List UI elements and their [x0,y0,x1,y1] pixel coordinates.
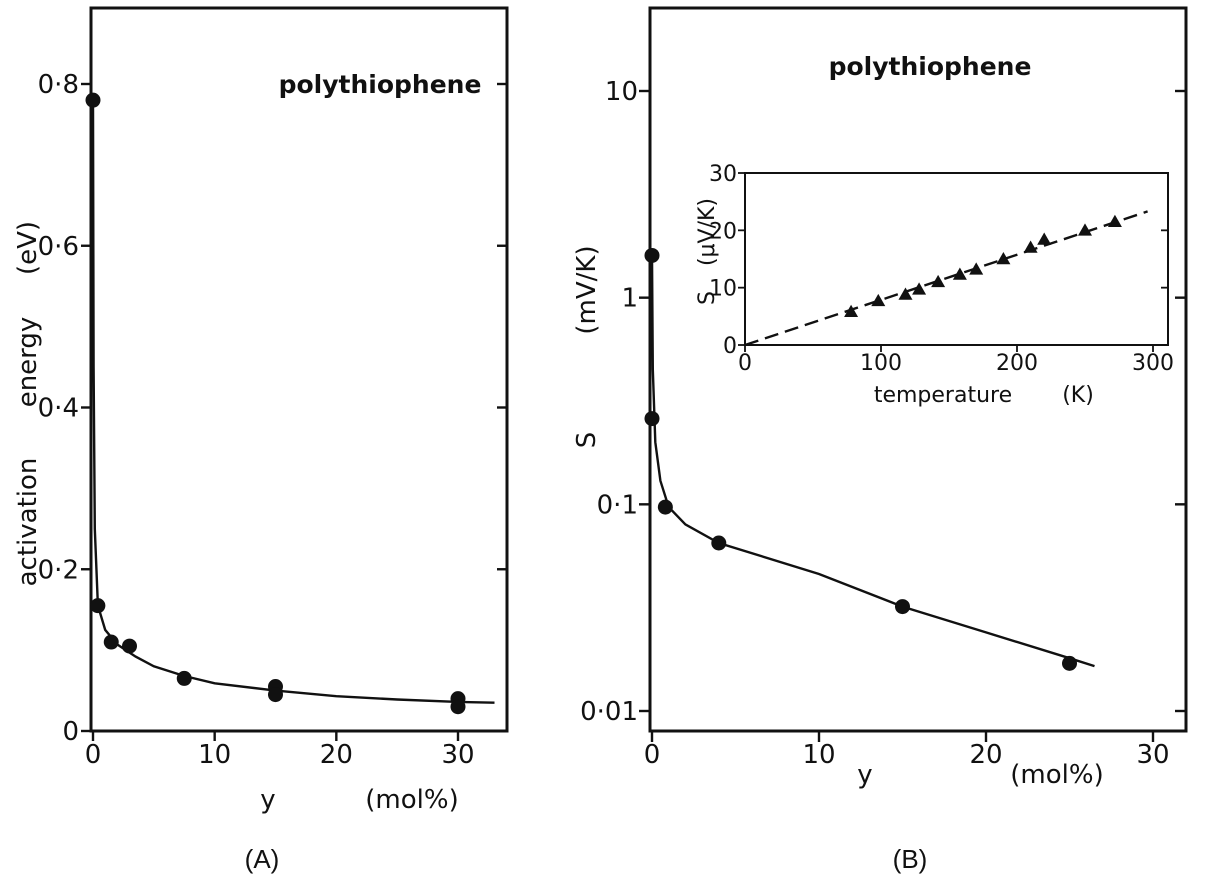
panel-a: 0 10 20 30 0 0·2 0·4 0·6 0·8 polythiophene y (mo… [13,6,509,874]
inset-points [844,214,1122,317]
panel-b-yunit: (mV/K) [572,245,602,334]
panel-a-ylabel-energy: energy [13,317,43,408]
y-tick-label: 20 [709,219,737,244]
data-point [644,411,660,427]
data-point [122,638,137,654]
panel-b-points [644,247,1077,671]
data-point-triangle [1078,223,1092,236]
panel-a-xunit: (mol%) [365,785,458,815]
panel-a-ylabel-activation: activation [13,458,43,587]
panel-b-ticks: 0 10 20 30 0·01 0·1 1 10 [580,77,1186,770]
x-tick-label: 20 [320,740,353,770]
panel-b-frame [648,6,1188,733]
fit-curve-line [650,255,1095,668]
x-tick-label: 0 [644,740,661,770]
panel-b-xunit: (mol%) [1010,760,1103,790]
inset-xunit: (K) [1062,383,1094,408]
data-point [90,598,106,614]
x-tick-label: 300 [1132,351,1174,376]
y-tick-label: 0·4 [38,394,79,424]
panel-a-fit-curve [91,100,495,704]
x-tick-label: 0 [738,351,752,376]
panel-a-title: polythiophene [279,70,482,99]
data-point [85,92,101,108]
x-tick-label: 30 [1136,740,1169,770]
panel-b-fit-curve [650,255,1095,668]
panel-b-ylabel: S [572,432,602,449]
data-point-triangle [912,282,927,295]
x-tick-label: 10 [802,740,835,770]
inset-ylabel: S [695,291,720,305]
data-point [103,634,119,650]
panel-a-ylabel-unit: (eV) [13,221,43,275]
panel-b-caption: (B) [893,844,928,874]
x-tick-label: 20 [969,740,1002,770]
data-point [176,670,192,686]
data-point-triangle [844,304,859,317]
inset-xlabel: temperature [874,383,1012,408]
x-tick-label: 200 [996,351,1038,376]
panel-b-title: polythiophene [829,52,1032,81]
y-tick-label: 0·6 [38,232,79,262]
y-tick-label: 10 [605,77,638,107]
data-point [644,247,660,263]
data-point [1062,655,1077,671]
y-tick-label: 1 [621,284,638,314]
panel-b: 0 10 20 30 0·01 0·1 1 10 polythiophene y (mol%)… [572,6,1188,874]
fit-line-dashed [744,210,1148,347]
y-tick-label: 0·8 [38,70,79,100]
data-point-triangle [1037,232,1052,245]
y-tick-label: 0·1 [597,490,638,520]
data-point-triangle [898,287,913,300]
data-point-triangle [931,274,946,288]
panel-a-caption: (A) [245,844,280,874]
inset-fit-line [744,210,1148,347]
data-point [450,699,466,715]
y-tick-label: 0·01 [580,697,638,727]
data-point-triangle [996,252,1011,265]
y-tick-label: 0 [723,334,737,359]
x-tick-label: 10 [198,740,231,770]
y-tick-label: 0·2 [38,555,79,585]
data-point-triangle [969,262,984,275]
data-point [268,687,283,703]
inset-yunit: (μV/K) [695,198,720,266]
panel-a-ticks: 0 10 20 30 0 0·2 0·4 0·6 0·8 [38,70,507,770]
fit-curve-line [91,100,495,704]
inset-chart: 0 100 200 300 0 10 20 30 temperature (K) S (μV/… [695,162,1174,408]
inset-frame [744,172,1169,346]
data-point [895,599,910,615]
data-point [711,535,727,551]
panel-b-xlabel: y [857,760,872,790]
inset-ticks: 0 100 200 300 0 10 20 30 [709,162,1174,376]
panel-a-frame [89,6,509,733]
y-tick-label: 30 [709,162,737,187]
data-point-triangle [952,267,967,280]
data-point-triangle [1023,240,1038,253]
x-tick-label: 0 [85,740,102,770]
x-tick-label: 30 [441,740,474,770]
y-tick-label: 10 [709,277,737,302]
x-tick-label: 100 [860,351,902,376]
data-point-triangle [1107,214,1122,227]
y-tick-label: 0 [62,717,79,747]
data-point-triangle [871,293,886,307]
panel-a-points [85,92,466,715]
panel-a-xlabel: y [260,785,275,815]
data-point [657,499,673,515]
